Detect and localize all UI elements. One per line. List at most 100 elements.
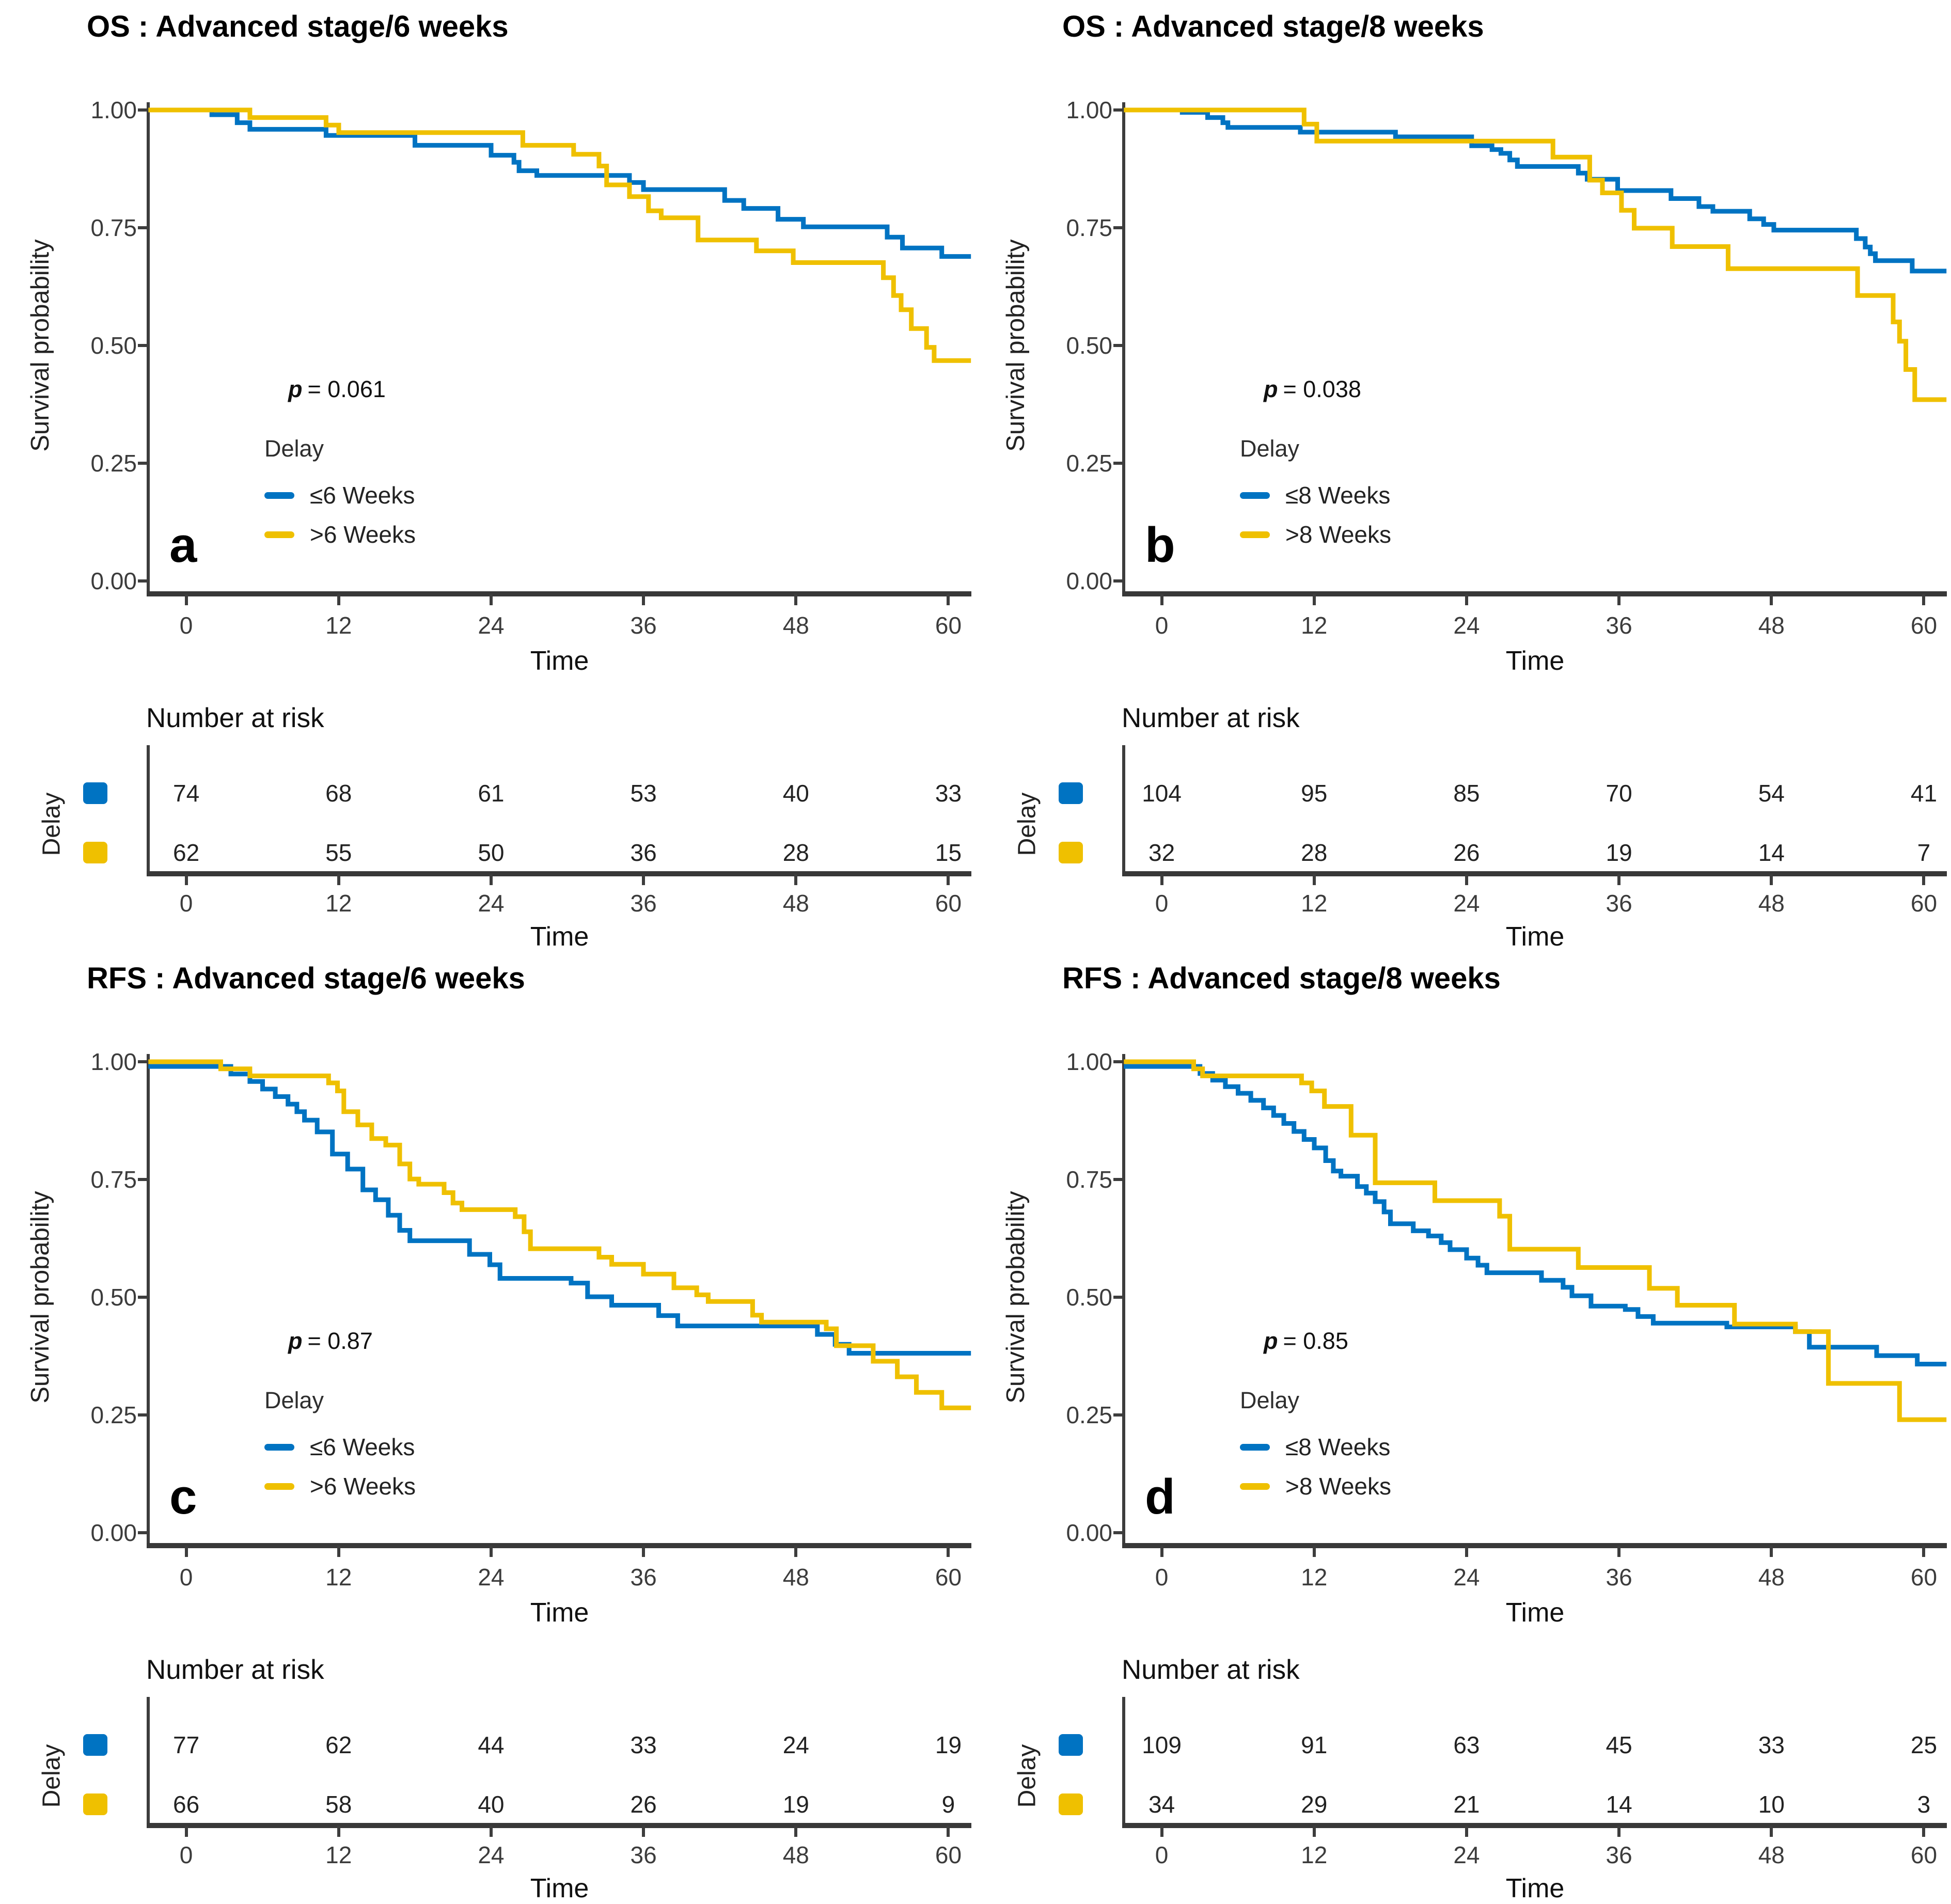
y-tick-label: 0.50 (90, 1284, 137, 1311)
risk-count: 19 (782, 1791, 809, 1818)
x-tick-label: 60 (1910, 1564, 1938, 1591)
legend-label: ≤8 Weeks (1285, 482, 1391, 509)
risk-x-axis-title: Time (1505, 1874, 1565, 1903)
x-tick-label: 36 (1606, 612, 1632, 639)
risk-table-y-axis-title: Delay (1013, 1744, 1041, 1808)
risk-count: 7 (1917, 839, 1931, 866)
x-tick-label: 24 (1453, 1842, 1480, 1868)
risk-count: 68 (325, 780, 352, 807)
risk-row-values-yellow: 32 28 26 19 14 7 (1085, 839, 1951, 867)
risk-x-axis-tick-labels: 0 12 24 36 48 60 (110, 1841, 1025, 1869)
risk-x-axis-title: Time (530, 1874, 589, 1903)
legend-item: >6 Weeks (264, 515, 416, 554)
x-tick-label: 12 (1301, 890, 1328, 917)
x-tick-label: 0 (1155, 1842, 1169, 1868)
risk-row-swatch-blue (1059, 782, 1083, 804)
risk-x-axis-title: Time (530, 922, 589, 952)
km-plot-canvas (138, 1054, 971, 1837)
risk-count: 14 (1606, 1791, 1632, 1818)
p-value-text: = 0.061 (307, 376, 386, 402)
x-tick-label: 0 (1155, 612, 1169, 639)
legend-swatch-blue-line (1240, 1443, 1270, 1451)
risk-table-y-axis-title: Delay (38, 1744, 66, 1808)
km-curve-yellow (148, 1059, 971, 1410)
y-tick-label: 0.50 (1066, 1284, 1112, 1311)
p-value-text: = 0.038 (1283, 376, 1361, 402)
panel-letter: a (169, 517, 197, 573)
legend-label: >8 Weeks (1285, 521, 1391, 548)
legend-title: Delay (264, 435, 324, 462)
risk-count: 44 (478, 1732, 505, 1758)
p-symbol: p (1264, 1328, 1278, 1354)
y-tick-label: 0.00 (90, 1519, 137, 1546)
km-curve-yellow (1124, 1059, 1947, 1422)
risk-table-y-axis-title: Delay (38, 792, 66, 856)
y-tick-label: 1.00 (1066, 97, 1112, 123)
y-tick-label: 1.00 (90, 1048, 137, 1075)
risk-row-swatch-yellow (1059, 842, 1083, 863)
risk-row-swatch-yellow (83, 842, 107, 863)
legend: Delay ≤8 Weeks >8 Weeks (1240, 435, 1391, 554)
risk-count: 15 (935, 839, 962, 866)
x-tick-label: 60 (1910, 612, 1938, 639)
risk-count: 19 (1606, 839, 1632, 866)
risk-count: 28 (1301, 839, 1328, 866)
risk-count: 33 (630, 1732, 657, 1758)
km-plot-canvas (138, 102, 971, 885)
risk-table-title: Number at risk (1122, 1655, 1300, 1685)
risk-count: 61 (478, 780, 505, 807)
x-tick-label: 0 (1155, 890, 1169, 917)
y-tick-label: 0.75 (90, 1166, 137, 1193)
x-tick-label: 36 (630, 1564, 657, 1591)
x-tick-label: 36 (1606, 1842, 1632, 1868)
x-tick-label: 12 (325, 612, 352, 639)
legend-swatch-yellow-line (1240, 531, 1270, 538)
x-axis-tick-labels: 0 12 24 36 48 60 (110, 1563, 1025, 1591)
y-tick-label: 0.25 (1066, 1402, 1112, 1428)
x-tick-label: 24 (478, 890, 505, 917)
x-tick-label: 60 (935, 1842, 962, 1868)
p-symbol: p (288, 1328, 303, 1354)
risk-count: 14 (1758, 839, 1785, 866)
risk-count: 70 (1606, 780, 1632, 807)
risk-count: 40 (478, 1791, 505, 1818)
y-tick-label: 1.00 (1066, 1048, 1112, 1075)
legend-label: ≤6 Weeks (310, 482, 415, 509)
legend-item: >8 Weeks (1240, 515, 1391, 554)
risk-count: 95 (1301, 780, 1328, 807)
legend: Delay ≤6 Weeks >6 Weeks (264, 435, 416, 554)
risk-row-values-blue: 77 62 44 33 24 19 (110, 1731, 1025, 1759)
y-tick-label: 0.00 (1066, 568, 1112, 594)
km-curve-blue (1124, 107, 1947, 274)
panel-letter: d (1145, 1469, 1175, 1524)
panel-title: OS : Advanced stage/6 weeks (87, 10, 509, 43)
p-value: p = 0.038 (1264, 376, 1361, 403)
x-tick-label: 60 (935, 612, 962, 639)
risk-count: 40 (782, 780, 809, 807)
risk-count: 77 (173, 1732, 200, 1758)
risk-count: 41 (1910, 780, 1938, 807)
risk-count: 28 (782, 839, 809, 866)
legend-item: >8 Weeks (1240, 1467, 1391, 1506)
risk-count: 53 (630, 780, 657, 807)
p-symbol: p (288, 376, 303, 402)
risk-row-swatch-yellow (1059, 1793, 1083, 1815)
legend-swatch-yellow-line (264, 1483, 294, 1490)
risk-count: 24 (782, 1732, 809, 1758)
risk-table-title: Number at risk (1122, 703, 1300, 733)
x-tick-label: 24 (478, 1564, 505, 1591)
y-tick-label: 0.25 (1066, 450, 1112, 477)
risk-count: 34 (1148, 1791, 1175, 1818)
x-tick-label: 48 (782, 890, 809, 917)
x-tick-label: 12 (1301, 1842, 1328, 1868)
p-value: p = 0.85 (1264, 1328, 1348, 1355)
x-axis-title: Time (1505, 1598, 1565, 1628)
risk-count: 45 (1606, 1732, 1632, 1758)
x-tick-label: 24 (478, 612, 505, 639)
x-axis-title: Time (530, 646, 589, 676)
x-tick-label: 60 (1910, 890, 1938, 917)
y-tick-label: 0.25 (90, 450, 137, 477)
legend-swatch-blue-line (264, 492, 294, 499)
p-value-text: = 0.85 (1283, 1328, 1348, 1354)
